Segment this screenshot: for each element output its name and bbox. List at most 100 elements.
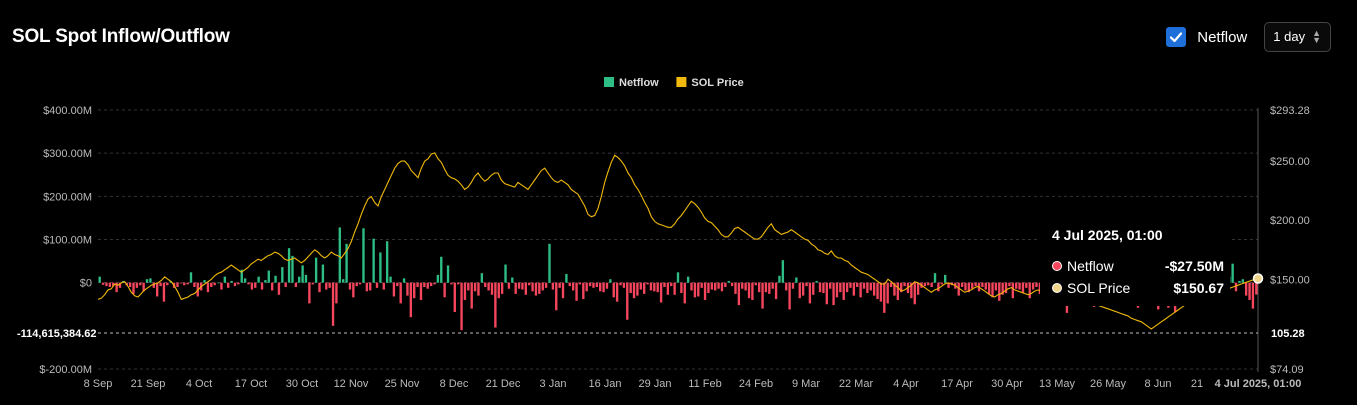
netflow-bar xyxy=(308,282,311,304)
x-tick-label: 4 Oct xyxy=(186,378,212,390)
netflow-bar xyxy=(456,282,460,285)
netflow-bar xyxy=(277,282,281,295)
right-tick-label: $200.00 xyxy=(1270,215,1310,227)
x-tick-label: 25 Nov xyxy=(385,378,420,390)
netflow-bar xyxy=(744,282,747,291)
netflow-bar xyxy=(927,282,930,286)
crosshair-right-label: 105.28 xyxy=(1271,328,1305,340)
x-tick-label: 8 Jun xyxy=(1145,378,1172,390)
netflow-bar xyxy=(862,282,866,289)
x-tick-label: 11 Feb xyxy=(688,378,721,390)
netflow-bar xyxy=(676,272,680,283)
netflow-bar xyxy=(984,282,987,290)
netflow-bar xyxy=(159,282,162,287)
netflow-bar xyxy=(203,280,206,283)
left-tick-label: $100.00M xyxy=(43,235,92,247)
netflow-bar xyxy=(916,282,920,295)
netflow-bar xyxy=(960,282,964,287)
netflow-bar xyxy=(365,282,369,292)
netflow-bar xyxy=(477,282,480,296)
right-tick-label: $74.09 xyxy=(1270,364,1304,376)
netflow-bar xyxy=(514,282,517,294)
tooltip-title: 4 Jul 2025, 01:00 xyxy=(1052,227,1163,243)
netflow-bar xyxy=(923,282,927,287)
netflow-bar xyxy=(832,282,835,306)
netflow-bar xyxy=(406,282,409,296)
netflow-bar xyxy=(419,282,423,300)
netflow-bar xyxy=(369,282,372,291)
netflow-bar xyxy=(615,282,619,302)
netflow-bar xyxy=(1238,280,1241,283)
x-tick-label: 17 Oct xyxy=(235,378,267,390)
netflow-bar xyxy=(440,256,443,283)
netflow-bar xyxy=(230,280,233,283)
netflow-bar xyxy=(639,282,642,290)
netflow-bar xyxy=(585,282,588,292)
chart-gridlines xyxy=(98,108,1259,372)
netflow-bar xyxy=(913,282,916,305)
netflow-bar xyxy=(385,241,389,283)
netflow-bar xyxy=(666,282,670,295)
netflow-bar xyxy=(971,282,974,289)
netflow-bar xyxy=(592,282,595,288)
netflow-bar xyxy=(636,282,639,296)
netflow-bar xyxy=(304,274,308,283)
netflow-bar xyxy=(883,282,886,313)
netflow-bar xyxy=(727,280,730,283)
netflow-bar xyxy=(795,277,798,283)
netflow-bar xyxy=(375,282,379,288)
x-tick-label: 22 Mar xyxy=(839,378,874,390)
netflow-bar xyxy=(818,282,822,293)
netflow-bar xyxy=(1251,282,1255,309)
netflow-bar xyxy=(558,282,561,288)
netflow-bar xyxy=(626,282,629,320)
netflow-bar xyxy=(994,282,998,291)
netflow-bar xyxy=(128,282,132,287)
netflow-bar xyxy=(859,282,862,298)
netflow-dot-icon xyxy=(1052,261,1062,271)
netflow-bar xyxy=(1011,282,1014,299)
netflow-bar xyxy=(785,282,788,291)
netflow-bar xyxy=(436,274,440,283)
netflow-bar xyxy=(609,279,612,283)
netflow-bar xyxy=(274,275,277,283)
netflow-bar xyxy=(991,282,994,298)
netflow-bar xyxy=(835,282,839,298)
netflow-bar xyxy=(808,282,812,304)
netflow-bar xyxy=(714,282,717,291)
netflow-bar xyxy=(693,282,697,298)
netflow-bar xyxy=(240,269,243,283)
netflow-bar xyxy=(632,282,636,299)
netflow-bar xyxy=(1241,279,1244,283)
interval-select[interactable]: 1 day ▲ ▼ xyxy=(1264,22,1331,52)
netflow-bar xyxy=(335,282,338,304)
netflow-bar xyxy=(264,280,267,283)
netflow-checkbox[interactable] xyxy=(1166,27,1187,47)
netflow-bar xyxy=(856,282,859,287)
netflow-bar xyxy=(653,282,656,292)
netflow-checkbox-label[interactable]: Netflow xyxy=(1197,28,1248,46)
netflow-bar xyxy=(538,282,541,294)
netflow-bar xyxy=(325,282,328,290)
x-tick-label: 29 Jan xyxy=(638,378,671,390)
netflow-bar xyxy=(747,282,751,299)
netflow-bar xyxy=(281,267,284,283)
netflow-bar xyxy=(243,278,247,283)
price-dot-icon xyxy=(1052,283,1062,293)
netflow-bar xyxy=(737,282,741,306)
netflow-bar xyxy=(943,274,947,283)
tooltip-label: SOL Price xyxy=(1067,280,1131,296)
netflow-bar xyxy=(473,282,477,292)
netflow-bar xyxy=(551,282,555,290)
netflow-bar xyxy=(267,270,270,283)
netflow-bar xyxy=(754,282,757,286)
netflow-bar xyxy=(470,282,473,309)
netflow-bar xyxy=(101,282,105,285)
netflow-bar xyxy=(318,282,321,293)
netflow-bar xyxy=(724,282,727,287)
netflow-bar xyxy=(139,282,142,286)
netflow-bar xyxy=(108,282,112,287)
chart-controls: Netflow 1 day ▲ ▼ xyxy=(1166,22,1331,52)
netflow-bar xyxy=(426,282,429,289)
